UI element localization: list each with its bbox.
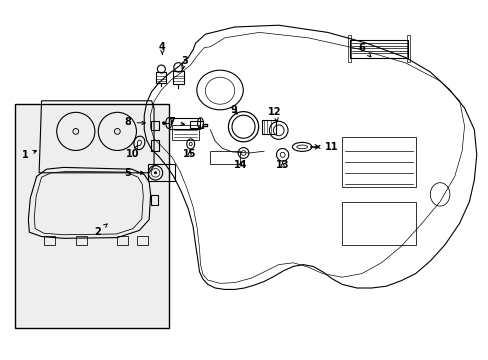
Bar xyxy=(347,35,350,62)
Bar xyxy=(172,125,199,140)
Bar xyxy=(168,118,200,129)
Bar xyxy=(150,195,158,205)
Text: 11: 11 xyxy=(316,142,338,152)
Bar xyxy=(156,72,166,83)
Text: 10: 10 xyxy=(126,146,140,159)
Text: 15: 15 xyxy=(183,149,196,159)
Text: 12: 12 xyxy=(267,107,281,121)
Circle shape xyxy=(154,172,156,174)
Bar xyxy=(261,120,276,134)
Bar xyxy=(406,35,409,62)
Text: 5: 5 xyxy=(124,168,143,178)
Text: 13: 13 xyxy=(275,160,289,170)
Text: 7: 7 xyxy=(168,117,184,127)
Bar xyxy=(349,40,407,58)
Text: 1: 1 xyxy=(22,150,37,160)
Text: 9: 9 xyxy=(230,105,237,115)
Bar xyxy=(210,151,239,164)
Text: 6: 6 xyxy=(358,42,370,57)
Text: 8: 8 xyxy=(124,117,145,127)
Bar xyxy=(147,164,174,181)
Bar xyxy=(342,202,415,245)
Circle shape xyxy=(162,122,165,125)
Text: 14: 14 xyxy=(233,160,247,170)
Bar xyxy=(137,236,147,245)
Bar xyxy=(150,140,159,151)
Bar xyxy=(172,71,184,84)
Text: 3: 3 xyxy=(181,56,188,69)
Bar xyxy=(15,104,168,328)
Bar xyxy=(342,137,415,187)
Bar xyxy=(150,121,159,130)
Bar xyxy=(76,236,86,245)
Bar xyxy=(189,121,203,128)
Bar xyxy=(44,236,55,245)
Bar xyxy=(117,236,128,245)
Text: 2: 2 xyxy=(94,224,107,237)
Text: 4: 4 xyxy=(159,42,165,55)
